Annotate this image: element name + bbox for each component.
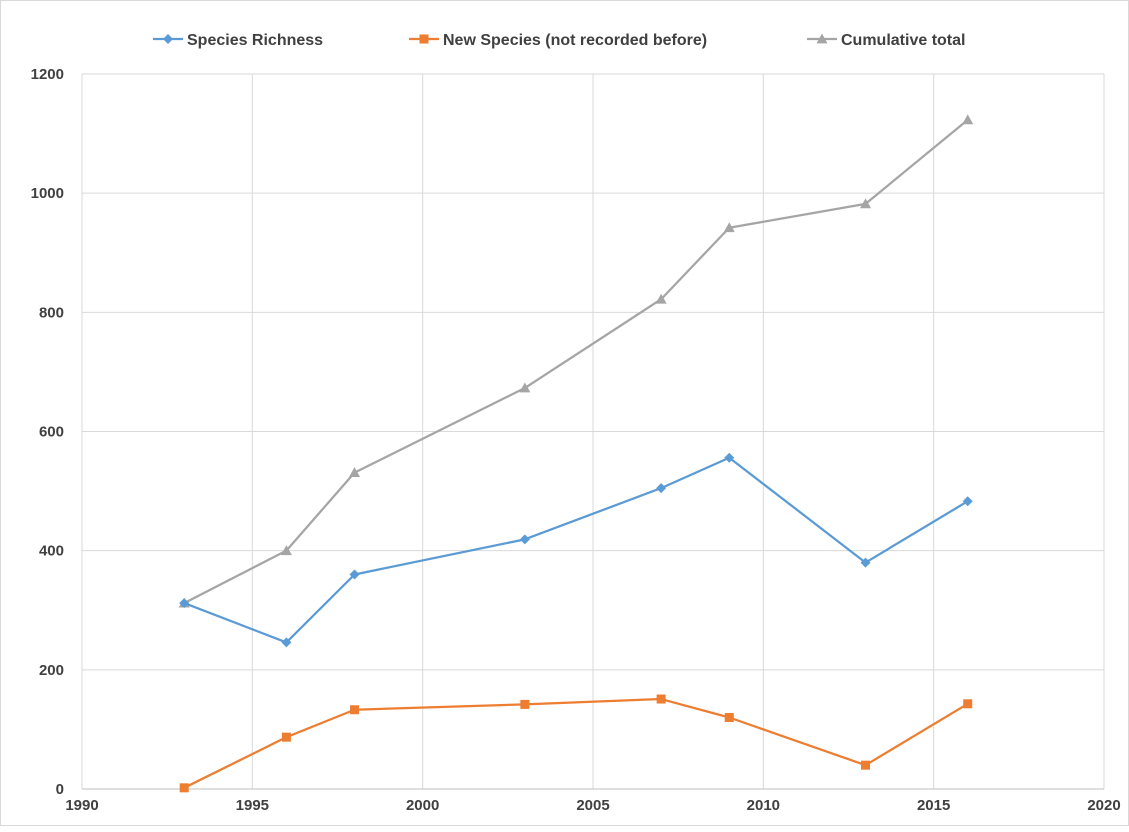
x-tick-label: 2020 <box>1087 797 1120 814</box>
data-point <box>963 699 973 709</box>
series-line <box>183 119 969 605</box>
series-line <box>183 697 969 789</box>
legend-marker <box>816 33 828 44</box>
data-point <box>656 483 667 494</box>
series-2 <box>178 114 974 608</box>
y-tick-label: 0 <box>56 781 64 798</box>
x-tick-label: 1995 <box>236 797 269 814</box>
axes: 0 200 400 600 800 1000 1200 1990 1995 2000 2005 201… <box>31 66 1121 814</box>
y-tick-label: 400 <box>39 543 64 560</box>
data-point <box>519 382 531 393</box>
data-point <box>281 637 292 648</box>
data-point <box>179 783 189 793</box>
x-tick-label: 2005 <box>576 797 609 814</box>
series-line <box>183 456 969 644</box>
series-1 <box>179 694 973 793</box>
data-point <box>962 114 974 125</box>
x-tick-label: 1990 <box>65 797 98 814</box>
legend-marker <box>163 34 173 44</box>
data-point <box>860 557 871 568</box>
data-point <box>860 198 872 209</box>
data-point <box>519 534 530 545</box>
series-lines <box>178 114 974 793</box>
data-point <box>280 545 292 556</box>
gridlines <box>81 73 1105 790</box>
data-point <box>656 694 666 704</box>
x-tick-label: 2010 <box>747 797 780 814</box>
data-point <box>724 713 734 722</box>
series-0 <box>179 452 973 648</box>
data-point <box>724 452 735 463</box>
y-tick-label: 600 <box>39 424 64 441</box>
data-point <box>281 732 291 742</box>
data-point <box>520 699 530 709</box>
data-point <box>962 496 973 507</box>
legend-item: New Species (not recorded before) <box>409 32 707 49</box>
y-tick-label: 1200 <box>31 66 64 83</box>
legend-item: Cumulative total <box>807 32 965 49</box>
x-tick-label: 2000 <box>406 797 439 814</box>
x-tick-label: 2015 <box>917 797 950 814</box>
data-point <box>861 760 871 770</box>
data-point <box>723 222 735 233</box>
data-point <box>349 569 360 580</box>
data-point <box>349 467 361 478</box>
y-tick-label: 1000 <box>31 185 64 202</box>
data-point <box>655 293 667 304</box>
legend-label: New Species (not recorded before) <box>443 32 707 49</box>
legend-marker <box>419 34 429 44</box>
data-point <box>350 705 360 715</box>
legend: Species Richness New Species (not recorde… <box>153 32 965 49</box>
y-tick-label: 200 <box>39 662 64 679</box>
legend-item: Species Richness <box>153 32 323 49</box>
data-point <box>179 598 190 609</box>
y-tick-label: 800 <box>39 304 64 321</box>
legend-label: Species Richness <box>187 32 323 49</box>
legend-label: Cumulative total <box>841 32 965 49</box>
